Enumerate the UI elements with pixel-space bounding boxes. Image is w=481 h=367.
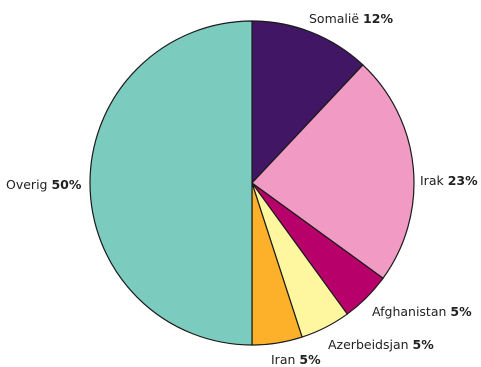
pie-slice-irak	[251, 64, 415, 280]
pie-labels: Somalië 12% Irak 23% Afghanistan 5% Azer…	[6, 11, 478, 367]
label-irak: Irak 23%	[420, 173, 478, 188]
pie-slice-somalie	[251, 20, 364, 185]
label-azerbeidsjan: Azerbeidsjan 5%	[328, 337, 434, 352]
label-afghanistan: Afghanistan 5%	[372, 304, 472, 319]
label-iran: Iran 5%	[271, 352, 321, 367]
pie-slices	[89, 20, 415, 346]
label-overig: Overig 50%	[6, 177, 82, 192]
label-somalie: Somalië 12%	[309, 11, 393, 26]
pie-slice-overig	[89, 20, 253, 346]
